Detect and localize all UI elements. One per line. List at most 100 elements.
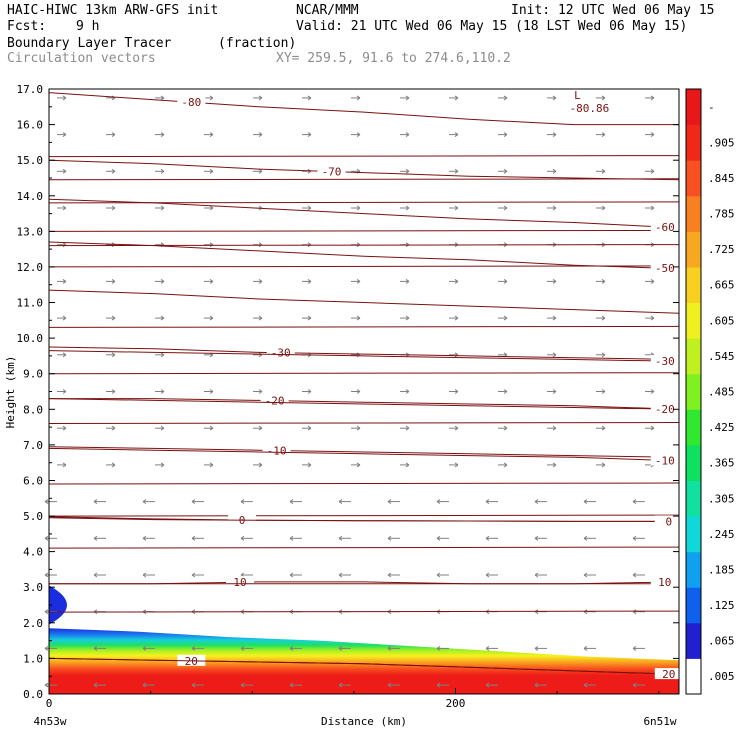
vector-head [160, 315, 165, 321]
colorbar-label: .485 [708, 386, 735, 399]
vector-head [356, 132, 361, 138]
colorbar-cell [686, 480, 701, 517]
colorbar-cell [686, 338, 701, 375]
vector-head [240, 535, 245, 541]
contour-label-bg [650, 355, 679, 366]
vector-head [503, 95, 508, 101]
vector-head [160, 462, 165, 468]
vector-head [307, 425, 312, 431]
colorbar-cell [686, 195, 701, 232]
vector-head [93, 535, 98, 541]
isotherm-contour [48, 159, 680, 181]
vector-head [240, 645, 245, 651]
contour-label: 10 [658, 576, 671, 589]
vector-head [191, 572, 196, 578]
y-tick-label: 0.0 [23, 688, 43, 701]
colorbar-label: .845 [708, 172, 735, 185]
isotherm-contour [48, 657, 680, 675]
vector-head [191, 645, 196, 651]
vector-head [405, 462, 410, 468]
vector-head [405, 168, 410, 174]
contour-label-bg [654, 668, 683, 680]
y-axis-title: Height (km) [4, 356, 17, 429]
colorbar-label: .305 [708, 492, 735, 505]
isotherm-line [48, 265, 680, 268]
vector-head [111, 132, 116, 138]
vector-head [650, 95, 655, 101]
contour-label: -80 [181, 96, 201, 109]
vector-head [503, 205, 508, 211]
colorbar-cell [686, 658, 701, 695]
vector-head [552, 132, 557, 138]
colorbar-label: .725 [708, 243, 735, 256]
vector-head [387, 535, 392, 541]
vector-head [387, 499, 392, 505]
vector-head [601, 462, 606, 468]
vector-head [650, 205, 655, 211]
vector-head [503, 132, 508, 138]
isotherm-line [48, 372, 680, 375]
colorbar-cell [686, 160, 701, 197]
vector-head [485, 682, 490, 688]
vector-head [258, 278, 263, 284]
forecast-label: Fcst: [7, 19, 47, 34]
vector-head [601, 95, 606, 101]
vector-head [209, 95, 214, 101]
contour-label-bg [262, 444, 291, 456]
vector-head [601, 315, 606, 321]
y-tick-label: 10.0 [17, 332, 44, 345]
vector-head [307, 95, 312, 101]
vector-head [356, 425, 361, 431]
colorbar-cell [686, 231, 701, 268]
colorbar-cell [686, 409, 701, 446]
vector-head [338, 499, 343, 505]
vector-head [209, 168, 214, 174]
vector-head [44, 572, 49, 578]
vector-head [289, 572, 294, 578]
contour-label-bg [650, 403, 679, 415]
isotherm-line [48, 229, 680, 232]
y-tick-label: 17.0 [17, 83, 44, 96]
isotherm-contour [48, 446, 680, 458]
vector-head [62, 168, 67, 174]
colorbar-label: .365 [708, 457, 735, 470]
contour-label: 0 [665, 515, 672, 528]
vector-head [583, 682, 588, 688]
y-tick-label: 2.0 [23, 617, 43, 630]
vector-head [356, 315, 361, 321]
vector-head [583, 645, 588, 651]
contour-label: -60 [655, 221, 675, 234]
vector-head [552, 425, 557, 431]
vector-head [111, 462, 116, 468]
vector-head [503, 389, 508, 394]
vector-head [258, 132, 263, 138]
vector-head [534, 682, 539, 688]
vector-head [44, 499, 49, 505]
contour-label-bg [650, 221, 679, 233]
vector-head [191, 499, 196, 505]
vector-head [62, 95, 67, 101]
colorbar-cell [686, 266, 701, 303]
contour-label-bg [228, 514, 257, 526]
colorbar-cell [686, 444, 701, 481]
isotherm-line [48, 482, 680, 485]
forecast-value: 9 h [76, 19, 100, 34]
circulation-vectors [44, 95, 655, 688]
vector-head [160, 389, 165, 394]
vector-head [485, 645, 490, 651]
vector-head [632, 499, 637, 505]
model-title: HAIC-HIWC 13km ARW-GFS init [7, 3, 219, 18]
vector-head [307, 315, 312, 321]
vector-head [160, 352, 165, 358]
tracer-patch [49, 585, 67, 625]
isotherm-contour [48, 398, 680, 410]
vector-head [503, 315, 508, 321]
isotherm-contour [48, 350, 680, 362]
vector-head [405, 205, 410, 211]
vector-head [44, 645, 49, 651]
vector-head [405, 425, 410, 431]
vector-head [62, 205, 67, 211]
vector-head [454, 168, 459, 174]
colorbar-cell [686, 551, 701, 588]
axes: Distance (km) Height (km) 4n53w 6n51w 0.… [4, 83, 680, 728]
